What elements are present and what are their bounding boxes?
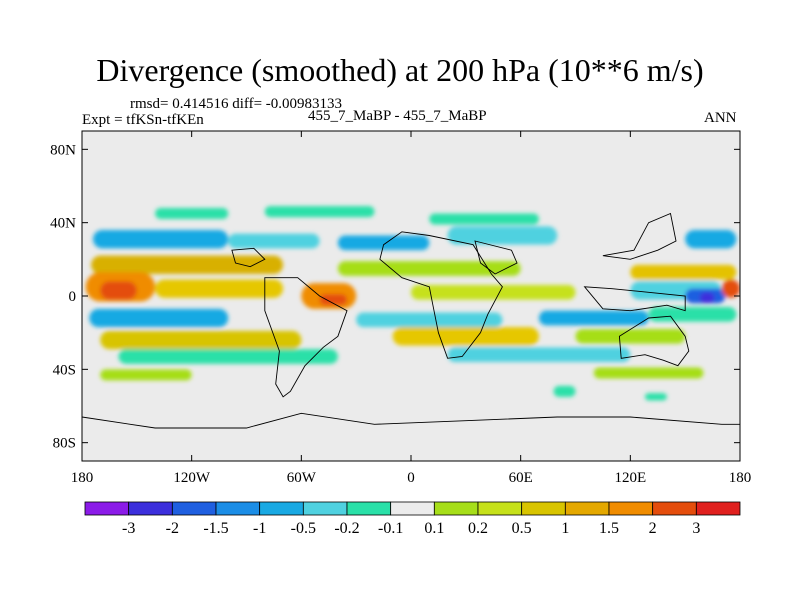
contour-band-22 (356, 312, 503, 328)
colorbar-label: 0.1 (424, 520, 444, 537)
y-tick-label: 0 (69, 289, 77, 305)
contour-band-6 (264, 206, 375, 218)
latitude-axis: 80N 40N 0 40S 80S (50, 142, 740, 452)
contour-band-5 (155, 208, 229, 219)
season-label: ANN (704, 110, 737, 126)
colorbar-swatch (302, 501, 348, 516)
contour-fill-layer (85, 206, 740, 401)
x-tick-label: 60W (287, 470, 317, 486)
colorbar-label: 1.5 (599, 520, 619, 537)
y-tick-label: 40N (50, 216, 76, 232)
outline-maritime-continent (583, 286, 686, 312)
x-tick-label: 120E (614, 470, 646, 486)
colorbar-swatch (215, 501, 261, 516)
colorbar-swatch (171, 501, 217, 516)
outline-south-america (264, 277, 348, 398)
colorbar-swatch (695, 501, 741, 516)
contour-band-27 (575, 329, 686, 344)
colorbar-label: 1 (561, 520, 569, 537)
page-title: Divergence (smoothed) at 200 hPa (10**6 … (96, 52, 704, 88)
colorbar-label: 0.2 (468, 520, 488, 537)
contour-band-29 (447, 347, 631, 362)
colorbar-swatch (346, 501, 392, 516)
contour-band-2 (337, 235, 430, 251)
x-tick-label: 0 (407, 470, 415, 486)
colorbar-swatch (84, 501, 130, 516)
case-label: 455_7_MaBP - 455_7_MaBP (308, 108, 487, 124)
contour-band-32 (553, 385, 576, 397)
contour-band-31 (593, 367, 704, 379)
colorbar-label: 0.5 (512, 520, 532, 537)
y-tick-label: 80S (53, 436, 76, 452)
contour-band-23 (538, 310, 649, 326)
colorbar-swatch (477, 501, 523, 516)
x-tick-label: 180 (71, 470, 94, 486)
contour-band-1 (228, 233, 320, 249)
longitude-axis: 180 120W 60W 0 60E 120E 180 (71, 131, 752, 486)
colorbar-swatch (259, 501, 304, 516)
contour-band-33 (644, 393, 667, 401)
colorbar-label: -0.2 (334, 520, 359, 537)
contour-band-7 (429, 213, 539, 225)
contour-band-13 (155, 279, 284, 298)
colorbar-swatch (390, 501, 435, 516)
colorbar-swatch (652, 501, 697, 516)
contour-band-24 (648, 307, 737, 322)
colorbar-label: -1.5 (203, 520, 228, 537)
contour-band-28 (118, 349, 338, 364)
colorbar-label: -1 (253, 520, 266, 537)
colorbar-label: -2 (166, 520, 179, 537)
colorbar-label: 2 (649, 520, 657, 537)
continent-outline-layer (82, 212, 740, 429)
contour-band-3 (447, 226, 558, 245)
colorbar-swatch (564, 501, 610, 516)
contour-band-26 (392, 327, 539, 346)
contour-band-16 (411, 285, 576, 300)
colorbar-swatch (128, 501, 173, 516)
colorbar-label: -0.1 (378, 520, 403, 537)
contour-band-30 (100, 369, 192, 381)
contour-band-0 (92, 230, 229, 249)
contour-band-15 (319, 294, 348, 306)
outline-asia-east (602, 212, 677, 260)
stats-text: rmsd= 0.414516 diff= -0.00983133 (130, 96, 343, 112)
contour-band-25 (100, 330, 302, 350)
x-tick-label: 120W (173, 470, 211, 486)
contour-band-12 (100, 281, 137, 300)
outline-africa (379, 231, 503, 359)
contour-band-19 (699, 292, 715, 304)
y-tick-label: 80N (50, 142, 76, 158)
colorbar-swatch (433, 501, 479, 516)
contour-band-4 (685, 230, 737, 249)
outline-australia (618, 315, 690, 367)
colorbar-swatch (521, 501, 566, 516)
contour-band-10 (630, 264, 737, 280)
x-tick-label: 180 (729, 470, 752, 486)
contour-band-20 (721, 279, 740, 298)
colorbar: -3 -2 -1.5 -1 -0.5 -0.2 -0.1 0.1 0.2 0.5 1 1.5 2 3 (84, 501, 741, 537)
colorbar-label: 3 (692, 520, 700, 537)
outline-north-america-gulf (231, 247, 266, 268)
colorbar-swatch (608, 501, 654, 516)
contour-band-9 (337, 261, 521, 276)
contour-band-21 (89, 308, 229, 328)
y-tick-label: 40S (53, 362, 76, 378)
colorbar-label: -3 (122, 520, 135, 537)
outline-antarctica (82, 412, 740, 429)
x-tick-label: 60E (509, 470, 533, 486)
colorbar-label: -0.5 (291, 520, 316, 537)
outline-arabia (474, 240, 518, 275)
experiment-label: Expt = tfKSn-tfKEn (82, 112, 204, 128)
